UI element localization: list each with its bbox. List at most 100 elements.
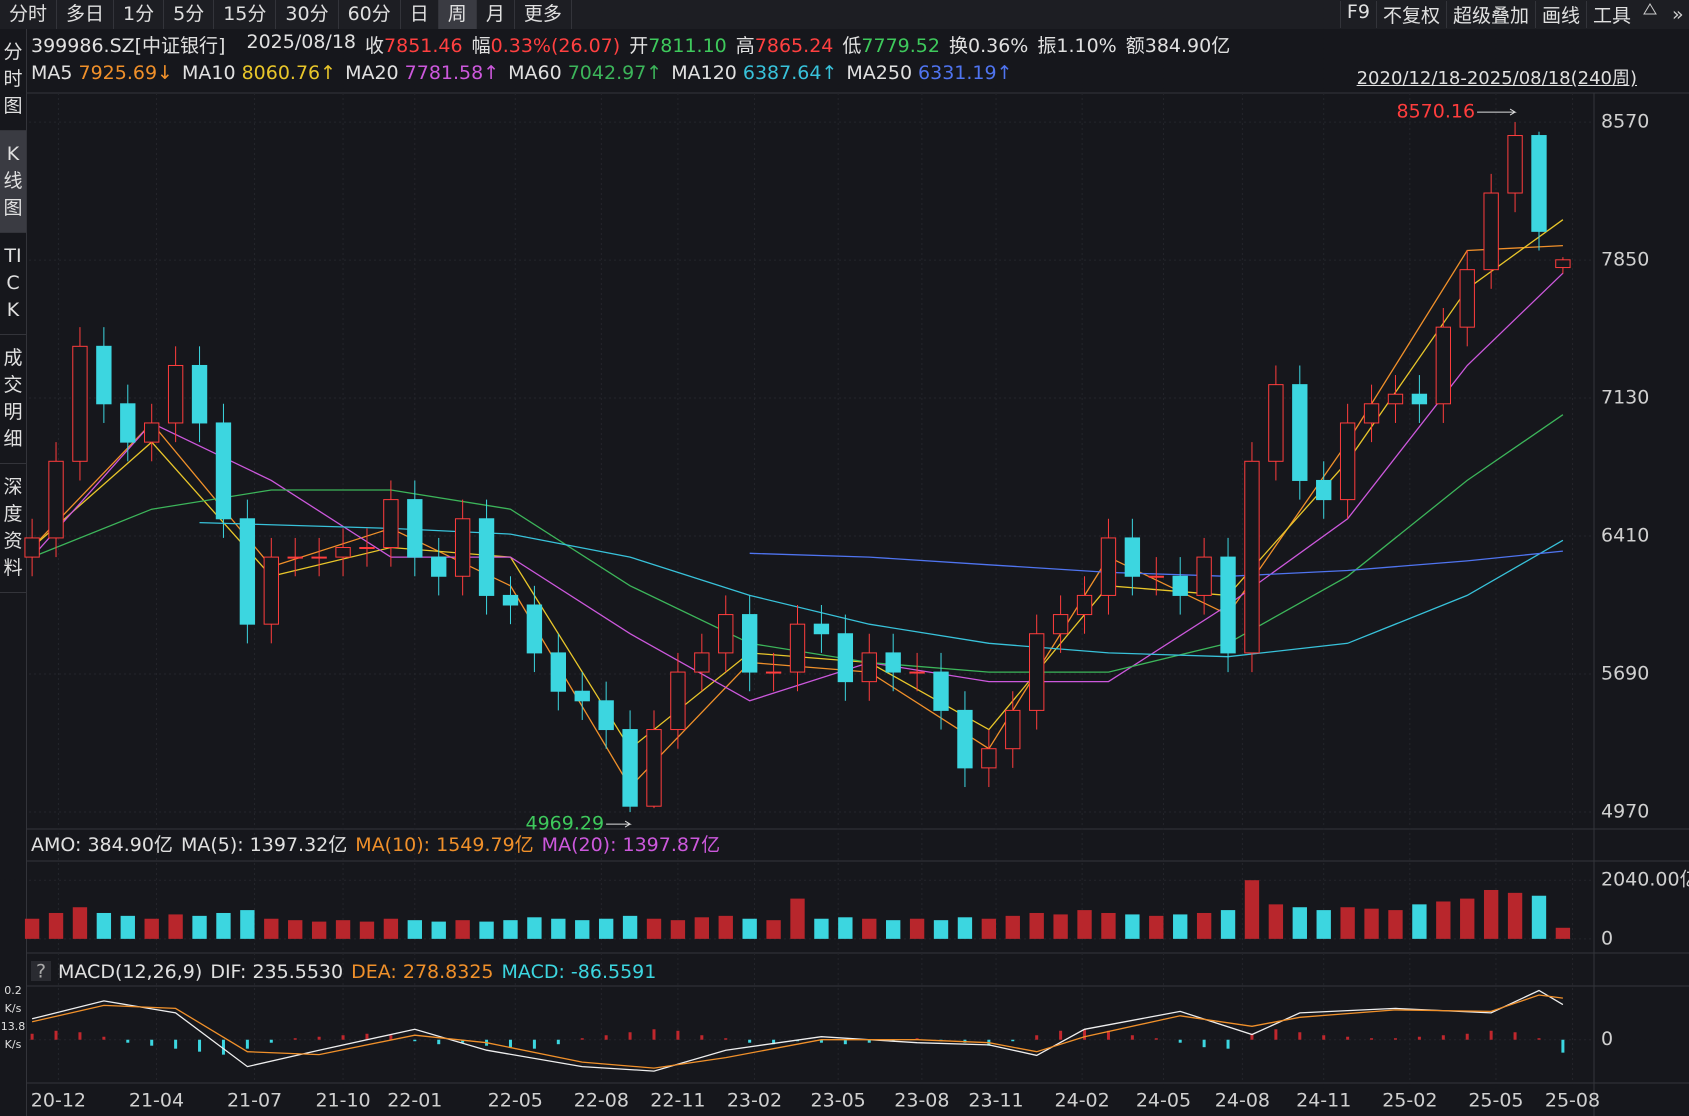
date-range[interactable]: 2020/12/18-2025/08/18(240周) [1356, 68, 1637, 89]
candle-body [622, 729, 638, 807]
side-tab[interactable]: K线图 [0, 131, 26, 233]
tool-button[interactable]: F9 [1339, 1, 1376, 28]
x-tick-label: 23-08 [894, 1090, 949, 1112]
field-label: 振 [1037, 35, 1057, 57]
candle-body [167, 364, 184, 424]
volume-bar [886, 920, 901, 939]
field-value: 0.33%(26.07) [490, 35, 621, 57]
volume-bar [862, 918, 877, 939]
macd-bar [1441, 1035, 1445, 1040]
x-tick-label: 25-05 [1468, 1090, 1523, 1112]
volume-bar [72, 907, 88, 939]
ma-legend: MA60 7042.97↑ [508, 62, 662, 84]
macd-bar [389, 1035, 393, 1040]
period-tab[interactable]: 30分 [276, 0, 339, 29]
volume-bar [431, 921, 446, 939]
macd-bar [652, 1029, 656, 1040]
macd-bar [1154, 1038, 1158, 1040]
period-tab[interactable]: 5分 [164, 0, 215, 29]
macd-bar [150, 1039, 154, 1046]
quote-field: 低7779.52 [842, 31, 940, 58]
volume-bar [598, 918, 614, 939]
macd-bar [245, 1039, 249, 1049]
ma-name: MA120 [671, 62, 737, 84]
quote-row: 399986.SZ[中证银行] 2025/08/18 收7851.46 幅0.33… [31, 31, 1230, 58]
period-tab[interactable]: 日 [401, 0, 439, 29]
volume-bar [1268, 904, 1284, 939]
field-value: 7851.46 [384, 35, 463, 57]
macd-bar [843, 1039, 847, 1045]
candle-body [933, 671, 949, 711]
macd-bar [341, 1035, 345, 1040]
side-tab[interactable]: TICK [0, 233, 26, 335]
help-icon[interactable]: ? [36, 961, 46, 983]
tool-button[interactable]: 画线 [1534, 1, 1586, 28]
macd-bar [724, 1038, 728, 1040]
help-box[interactable] [31, 961, 51, 981]
x-tick-label: 25-02 [1382, 1090, 1437, 1112]
macd-bar [867, 1039, 871, 1043]
volume-bar [790, 898, 805, 939]
speed-text: K/s [4, 1002, 22, 1015]
period-tab[interactable]: 月 [477, 0, 515, 29]
period-tab[interactable]: 1分 [114, 0, 165, 29]
quote-field: 幅0.33%(26.07) [472, 31, 621, 58]
macd-bar [437, 1039, 441, 1045]
volume-bar [718, 915, 733, 939]
field-label: 低 [842, 35, 862, 57]
candle-body [383, 499, 399, 549]
dif-line [31, 989, 1564, 1072]
period-tab[interactable]: 分时 [0, 0, 58, 29]
side-tab[interactable]: 分时图 [0, 29, 26, 131]
macd-bar [1346, 1036, 1350, 1040]
candle-body [311, 556, 327, 559]
period-tab[interactable]: 多日 [57, 0, 115, 29]
volume-bar [1340, 907, 1355, 939]
speed: 0.2 K/s 13.8 K/s [0, 982, 26, 1054]
macd-bar [772, 1039, 776, 1045]
macd-bar [819, 1039, 823, 1043]
x-tick-label: 23-11 [968, 1090, 1023, 1112]
volume-bar [264, 918, 279, 939]
tool-button[interactable]: 超级叠加 [1445, 1, 1535, 28]
volume-bar [575, 920, 590, 939]
x-tick-label: 21-04 [129, 1090, 184, 1112]
candle-body [120, 403, 136, 443]
period-tab[interactable]: 15分 [214, 0, 277, 29]
side-tab[interactable]: 深度资料 [0, 464, 26, 593]
macd-bar [628, 1032, 632, 1040]
volume-bar [240, 910, 255, 939]
macd-bar [102, 1036, 106, 1040]
candle-body [1148, 575, 1164, 578]
ma-name: MA250 [846, 62, 913, 84]
macd-bar [915, 1038, 919, 1040]
candle-body [24, 537, 40, 558]
ma-value: 8060.76↑ [241, 62, 337, 84]
gear-icon[interactable] [1643, 3, 1657, 15]
tool-button[interactable]: 工具 [1585, 1, 1637, 28]
quote-field: 振1.10% [1037, 31, 1116, 58]
speed-text: K/s [4, 1038, 22, 1051]
ma-line [31, 272, 1564, 702]
candle-body [359, 547, 375, 550]
candle-body [502, 594, 519, 606]
volume-bar [742, 918, 757, 939]
x-tick-label: 22-01 [387, 1090, 442, 1112]
y-tick-label: 7130 [1601, 387, 1649, 409]
period-tab[interactable]: 更多 [515, 0, 572, 29]
macd-bar [293, 1038, 297, 1040]
tool-button[interactable]: 不复权 [1375, 1, 1446, 28]
quote-field: 额384.90亿 [1126, 31, 1231, 58]
candle-body [1292, 384, 1308, 481]
volume-bar [527, 917, 542, 939]
period-tab[interactable]: 60分 [339, 0, 401, 29]
macd-bar [174, 1039, 178, 1049]
period-tab[interactable]: 周 [438, 0, 477, 29]
macd-bar [126, 1039, 130, 1043]
macd-bar [1513, 1032, 1517, 1040]
candle-body [670, 671, 686, 731]
y-tick-label: 0 [1601, 1028, 1613, 1050]
candle-body [598, 700, 614, 731]
more-icon[interactable]: » [1672, 4, 1684, 26]
side-tab[interactable]: 成交明细 [0, 335, 26, 464]
